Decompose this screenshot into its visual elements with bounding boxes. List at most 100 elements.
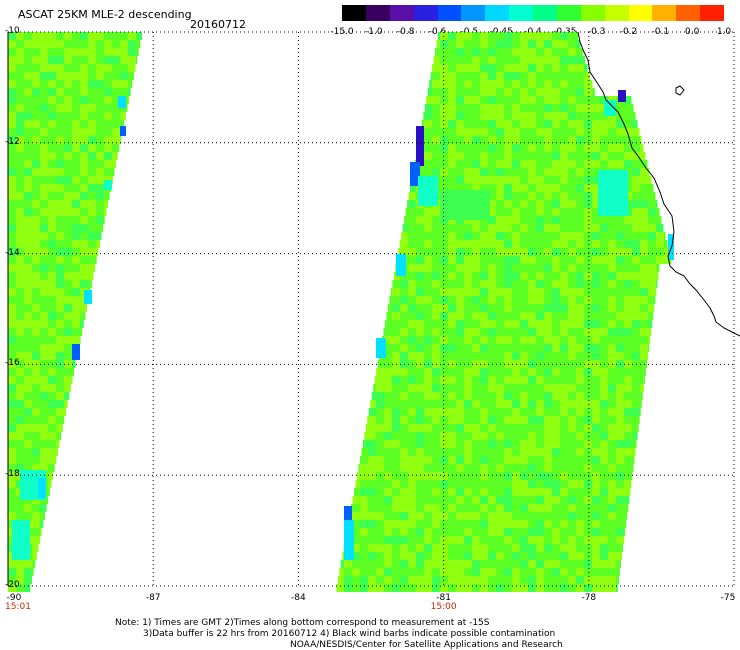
right-swath-cell	[600, 120, 608, 128]
right-swath-cell	[488, 344, 496, 352]
right-swath-cell	[568, 472, 576, 480]
left-swath-cell	[32, 528, 40, 536]
right-swath-cell	[376, 568, 384, 576]
colorbar-segment	[533, 5, 557, 21]
right-swath-cell	[432, 72, 440, 80]
left-swath-cell	[72, 328, 80, 336]
right-swath-cell	[528, 520, 536, 528]
left-swath-cell	[48, 432, 56, 440]
latitude-label: -18	[5, 469, 20, 480]
right-swath-cell	[456, 40, 464, 48]
left-swath-cell	[48, 416, 56, 424]
right-swath-cell	[464, 512, 472, 520]
right-swath-cell	[480, 304, 488, 312]
right-swath-cell	[528, 376, 536, 384]
right-swath-cell	[520, 320, 528, 328]
right-swath-cell	[568, 560, 576, 568]
right-swath-cell	[488, 192, 496, 200]
left-swath-cell	[56, 136, 64, 144]
right-swath-cell	[544, 160, 552, 168]
right-swath-cell	[432, 368, 440, 376]
right-swath-cell	[520, 104, 528, 112]
right-swath-cell	[592, 560, 600, 568]
right-swath-cell	[392, 520, 400, 528]
right-swath-cell	[456, 184, 464, 192]
right-swath-cell	[480, 280, 488, 288]
right-swath-cell	[624, 328, 632, 336]
right-swath-cell	[552, 568, 560, 576]
right-swath-cell	[464, 528, 472, 536]
left-swath-cell	[16, 408, 24, 416]
right-swath-cell	[624, 496, 630, 504]
left-swath-cell	[32, 112, 40, 120]
right-swath-cell	[528, 224, 536, 232]
right-swath-cell	[512, 328, 520, 336]
right-swath-cell	[480, 432, 488, 440]
right-swath-cell	[376, 368, 384, 376]
right-swath-cell	[544, 504, 552, 512]
right-swath-cell	[608, 536, 616, 544]
left-swath-cell	[16, 352, 24, 360]
right-swath-cell	[389, 296, 392, 304]
left-swath-cell	[72, 168, 80, 176]
right-swath-cell	[456, 120, 464, 128]
right-swath-cell	[520, 440, 528, 448]
right-swath-cell	[448, 160, 456, 168]
right-swath-cell	[376, 512, 384, 520]
right-swath-cell	[552, 432, 560, 440]
left-swath-cell	[64, 400, 68, 408]
left-swath-cell	[24, 392, 32, 400]
right-swath-cell	[600, 344, 608, 352]
right-swath-cell	[608, 256, 616, 264]
left-swath-cell	[32, 272, 40, 280]
right-swath-cell	[592, 312, 600, 320]
right-swath-cell	[600, 464, 608, 472]
right-swath-cell	[528, 448, 536, 456]
left-swath-cell	[88, 160, 96, 168]
right-swath-cell	[384, 384, 392, 392]
right-swath-cell	[552, 416, 560, 424]
right-swath-cell	[464, 72, 472, 80]
right-swath-cell	[584, 272, 592, 280]
left-swath-cell	[88, 96, 96, 104]
right-swath-cell	[472, 64, 480, 72]
right-swath-cell	[528, 144, 536, 152]
right-swath-cell	[640, 280, 648, 288]
right-swath-cell	[616, 384, 624, 392]
right-swath-cell	[552, 528, 560, 536]
right-swath-cell	[552, 176, 560, 184]
right-swath-cell	[408, 328, 416, 336]
right-swath-cell	[552, 336, 560, 344]
left-swath-cell	[56, 168, 64, 176]
right-swath-cell	[536, 424, 544, 432]
left-swath-cell	[24, 96, 32, 104]
left-swath-cell	[32, 552, 37, 560]
left-swath-cell	[64, 232, 72, 240]
right-swath-cell	[448, 88, 456, 96]
right-swath-cell	[496, 168, 504, 176]
right-swath-cell	[536, 472, 544, 480]
left-swath-cell	[72, 336, 80, 344]
right-swath-cell	[568, 352, 576, 360]
right-swath-cell	[616, 248, 624, 256]
right-swath-cell	[488, 224, 496, 232]
right-swath-cell	[552, 112, 560, 120]
right-swath-cell	[528, 232, 536, 240]
right-swath-cell	[456, 48, 464, 56]
left-swath-cell	[40, 328, 48, 336]
left-swath-cell	[16, 80, 24, 88]
left-swath-cell	[96, 152, 104, 160]
left-swath-cell	[32, 368, 40, 376]
left-swath-cell	[88, 264, 96, 272]
right-swath-cell	[440, 584, 448, 592]
left-swath-cell	[48, 480, 52, 488]
right-swath-cell	[632, 392, 640, 400]
right-swath-cell	[398, 248, 400, 256]
right-swath-cell	[496, 424, 504, 432]
left-swath-cell	[16, 336, 24, 344]
right-swath-cell	[592, 272, 600, 280]
right-swath-cell	[544, 544, 552, 552]
right-swath-cell	[544, 72, 552, 80]
left-swath-cell	[48, 104, 56, 112]
right-swath-cell	[424, 168, 432, 176]
